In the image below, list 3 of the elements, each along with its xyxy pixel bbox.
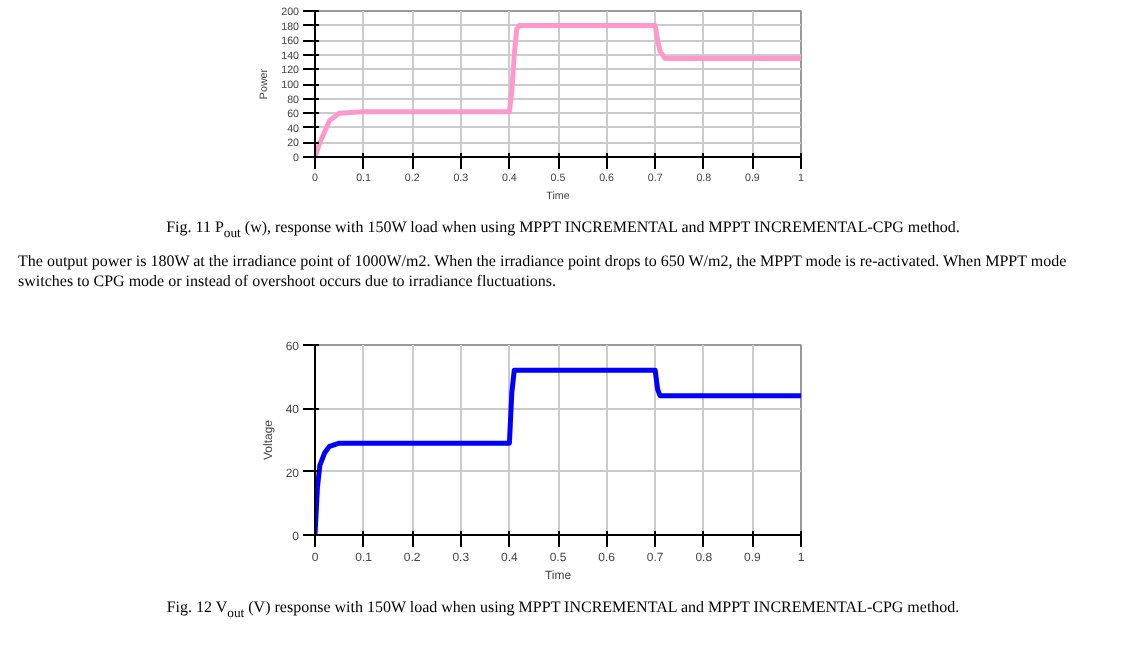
caption: Fig. 11 P$_{out}$ (w), response with 150W load when using MPPT INCREMENTAL and MPPT INCREMENTAL-CPG method. xyxy=(164,218,962,244)
text: The output power is 180W at the irradiance point of 1000W/m2. When the irradiance point drops to 650 W/m2, the MPPT mode is re-activated. When MPPT mode switches to CPG mode or instead of overshoot occurs due to irradiance fluctuations. xyxy=(18,252,1069,292)
caption: Fig. 12 V$_{out}$ (V) response with 150W load when using MPPT INCREMENTAL and MPPT INCREMENTAL-CPG method. xyxy=(164,598,962,624)
